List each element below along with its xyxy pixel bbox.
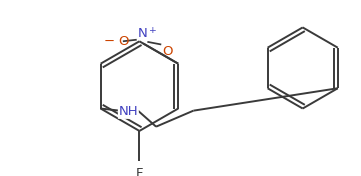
Text: O: O xyxy=(118,35,129,48)
Text: NH: NH xyxy=(118,105,138,118)
Text: N: N xyxy=(138,27,148,40)
Text: O: O xyxy=(162,45,173,58)
Text: −: − xyxy=(103,35,114,48)
Text: F: F xyxy=(136,167,143,176)
Text: +: + xyxy=(148,26,156,35)
